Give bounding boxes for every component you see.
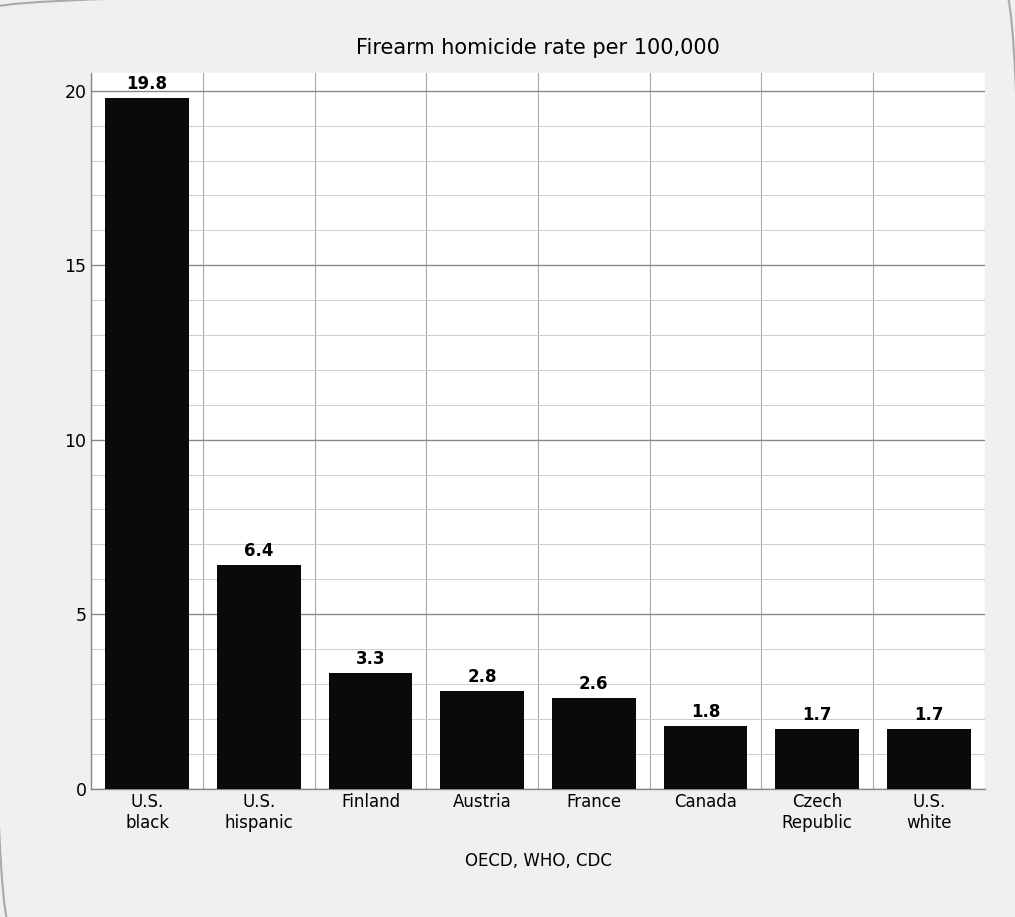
Bar	[217, 565, 300, 789]
Bar	[664, 726, 747, 789]
Bar	[887, 729, 970, 789]
Text: 3.3: 3.3	[355, 650, 386, 668]
Text: 2.6: 2.6	[579, 675, 609, 692]
Title: Firearm homicide rate per 100,000: Firearm homicide rate per 100,000	[356, 38, 720, 58]
Bar	[329, 673, 412, 789]
Bar	[106, 98, 189, 789]
Text: 1.7: 1.7	[802, 706, 832, 724]
Text: 1.8: 1.8	[691, 702, 720, 721]
Text: 2.8: 2.8	[467, 668, 497, 686]
Bar	[441, 691, 524, 789]
Bar	[552, 698, 635, 789]
Text: 6.4: 6.4	[244, 542, 274, 560]
Bar	[775, 729, 859, 789]
X-axis label: OECD, WHO, CDC: OECD, WHO, CDC	[465, 852, 611, 869]
Text: 1.7: 1.7	[914, 706, 944, 724]
Text: 19.8: 19.8	[127, 74, 167, 93]
